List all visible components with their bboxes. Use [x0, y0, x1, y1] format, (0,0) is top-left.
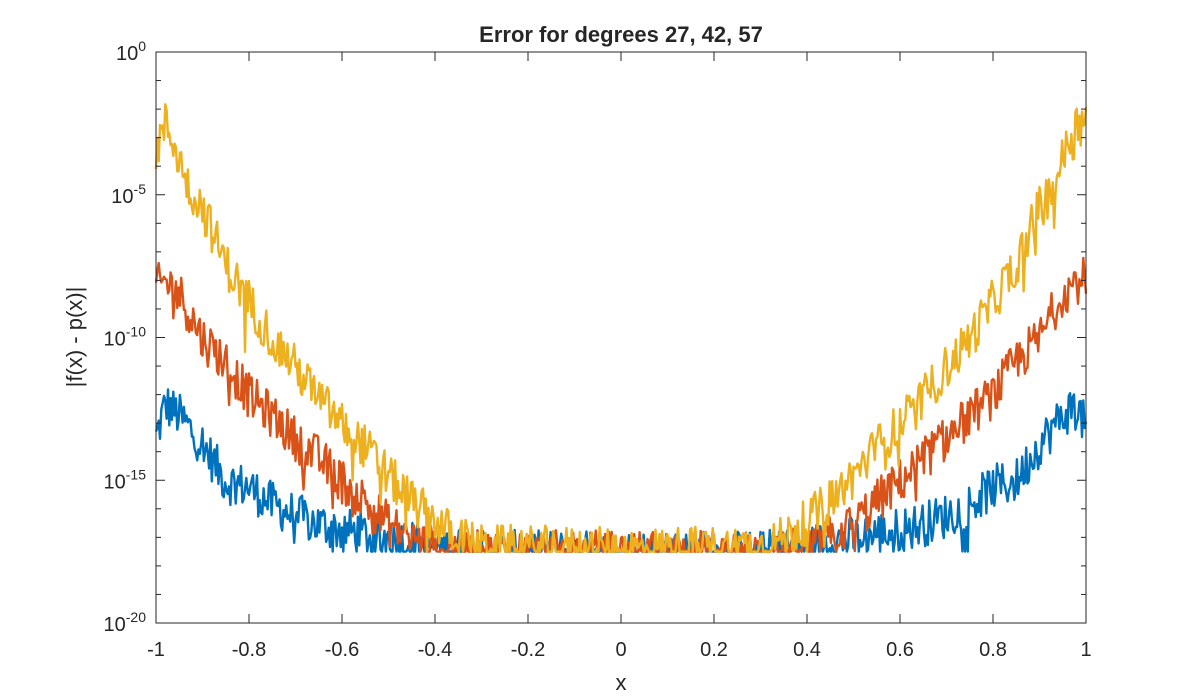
x-tick-label: 1 — [1080, 639, 1091, 661]
y-tick-label-base: 10 — [104, 471, 126, 493]
x-axis-label: x — [616, 670, 627, 695]
y-tick-label: 10-15 — [104, 466, 147, 493]
x-tick-label: -0.8 — [232, 639, 266, 661]
series-line-3 — [154, 103, 1088, 553]
x-tick-label: 0.8 — [979, 639, 1007, 661]
x-tick-label: -0.6 — [325, 639, 359, 661]
y-tick-label-exponent: 0 — [138, 38, 146, 54]
x-tick-label: 0.4 — [793, 639, 821, 661]
x-tick-label: 0.6 — [886, 639, 914, 661]
series-line-2 — [154, 256, 1088, 553]
series-line-1 — [154, 388, 1088, 553]
x-tick-label: -1 — [147, 639, 165, 661]
x-axis: -1 -0.8 -0.6 -0.4 -0.2 0 0.2 0.4 0.6 0.8 1 — [147, 52, 1092, 661]
y-tick-label-base: 10 — [104, 614, 126, 636]
series-layer — [154, 103, 1088, 553]
y-tick-label-base: 10 — [116, 43, 138, 65]
y-tick-label-base: 10 — [104, 329, 126, 351]
x-tick-label: 0.2 — [700, 639, 728, 661]
y-tick-label-exponent: -5 — [134, 181, 147, 197]
y-tick-label-exponent: -15 — [126, 466, 146, 482]
x-tick-label: -0.4 — [418, 639, 452, 661]
y-tick-label: 10-10 — [104, 324, 147, 351]
y-axis-label: |f(x) - p(x)| — [62, 287, 87, 388]
x-tick-label: 0 — [615, 639, 626, 661]
y-tick-label-exponent: -10 — [126, 324, 146, 340]
x-tick-label: -0.2 — [511, 639, 545, 661]
y-tick-label: 10-5 — [111, 181, 146, 208]
chart-title: Error for degrees 27, 42, 57 — [479, 22, 763, 47]
y-tick-label: 10-20 — [104, 609, 147, 636]
y-tick-label-exponent: -20 — [126, 609, 146, 625]
y-tick-label: 100 — [116, 38, 146, 65]
y-tick-label-base: 10 — [111, 186, 133, 208]
